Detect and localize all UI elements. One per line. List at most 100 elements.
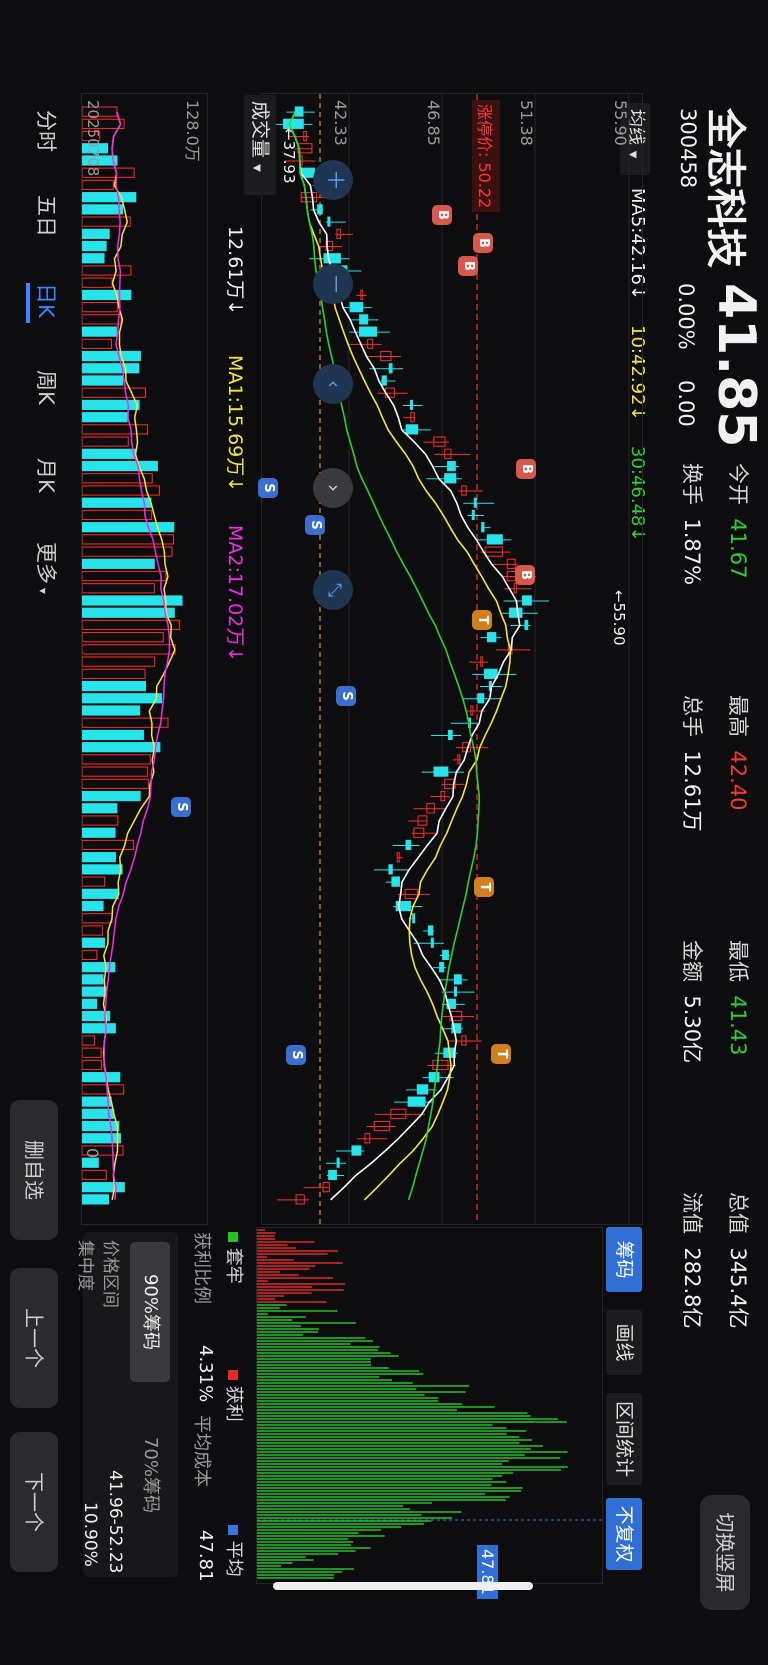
volume-bar xyxy=(82,1072,121,1083)
candle-body xyxy=(325,240,334,252)
candle-body xyxy=(322,1182,330,1193)
volume-bar xyxy=(82,1096,112,1107)
sell-marker: S xyxy=(305,515,325,535)
y-tick-51-38: 51.38 xyxy=(517,100,536,146)
volume-bar xyxy=(82,766,149,777)
volume-bar xyxy=(82,1035,96,1046)
tab-more[interactable]: 更多 ▾ xyxy=(34,542,58,594)
candle-body xyxy=(412,913,416,924)
candle-body xyxy=(367,338,374,349)
sell-marker: S xyxy=(258,478,278,498)
scroll-right-icon[interactable]: › xyxy=(313,468,353,508)
chip-tab-70[interactable]: 70%筹码 xyxy=(140,1436,161,1513)
tab-weekly-k[interactable]: 周K xyxy=(34,370,58,405)
candle-body xyxy=(509,607,523,618)
kline-chart-area[interactable] xyxy=(261,93,643,1225)
volume-ma1-line xyxy=(102,111,176,1201)
chip-distribution-area xyxy=(256,1227,603,1584)
limit-up-label: 涨停价: 50.22 xyxy=(472,100,500,213)
volume-chart-area[interactable] xyxy=(81,93,208,1225)
buy-marker: B xyxy=(473,233,493,253)
stock-price: 41.85 xyxy=(706,283,766,448)
tab-no-adjust[interactable]: 不复权 xyxy=(606,1498,642,1570)
tab-draw-line[interactable]: 画线 xyxy=(606,1310,642,1375)
volume-bar xyxy=(82,167,135,178)
switch-portrait-button[interactable]: 切换竖屏 xyxy=(700,1495,750,1610)
price-range-label: 价格区间 xyxy=(100,1240,120,1308)
volume-bar xyxy=(82,1084,125,1095)
candle-body xyxy=(317,204,323,215)
volume-bar xyxy=(82,644,176,655)
candle-body xyxy=(477,693,485,704)
volume-bar xyxy=(82,350,141,362)
start-date-label: 20250708 xyxy=(84,100,102,177)
tab-chips[interactable]: 筹码 xyxy=(606,1227,642,1292)
y-tick-42-33: 42.33 xyxy=(331,100,350,146)
volume-bar xyxy=(82,204,124,215)
volume-bar xyxy=(82,803,118,814)
sell-marker: S xyxy=(286,1045,306,1065)
tab-monthly-k[interactable]: 月K xyxy=(34,458,58,493)
candle-body xyxy=(444,473,457,484)
chip-distribution-svg xyxy=(257,1229,602,1579)
scroll-left-icon[interactable]: ‹ xyxy=(313,364,353,404)
chip-tab-90[interactable]: 90%筹码 xyxy=(130,1242,170,1382)
volume-bar xyxy=(82,668,146,679)
volume-bar xyxy=(82,240,107,252)
volume-bar xyxy=(82,1023,116,1034)
candle-body xyxy=(487,632,497,643)
volume-bar xyxy=(82,228,110,239)
volume-bar xyxy=(82,876,106,887)
kline-chart-svg xyxy=(266,94,630,1224)
tab-five-day[interactable]: 五日 xyxy=(34,195,58,237)
candle-body xyxy=(391,876,400,887)
volume-bar xyxy=(82,1133,122,1144)
fullscreen-icon[interactable]: ⤡ xyxy=(313,570,353,610)
tab-intraday[interactable]: 分时 xyxy=(34,110,58,152)
volume-bar xyxy=(82,265,132,276)
volume-bar xyxy=(82,277,113,288)
volume-bar xyxy=(82,375,124,386)
remove-watchlist-button[interactable]: 删自选 xyxy=(10,1100,58,1240)
volume-chart-svg xyxy=(82,106,183,1205)
volume-bar xyxy=(82,448,137,459)
t-marker: T xyxy=(472,610,492,630)
buy-marker: B xyxy=(458,256,478,276)
tab-range-stats[interactable]: 区间统计 xyxy=(606,1393,642,1485)
volume-bar xyxy=(82,998,98,1009)
legend-average: 平均 xyxy=(222,1525,248,1577)
zoom-in-icon[interactable]: ＋ xyxy=(313,160,353,200)
candle-body xyxy=(407,1096,426,1107)
candle-body xyxy=(461,1035,467,1046)
candle-body xyxy=(297,143,313,154)
next-button[interactable]: 下一个 xyxy=(10,1432,58,1572)
stock-name: 全志科技 xyxy=(702,108,748,268)
stat-float-value: 流值 282.8亿 xyxy=(680,1192,704,1329)
volume-bar xyxy=(82,1145,124,1156)
legend-trapped-swatch xyxy=(228,1232,238,1242)
volume-bar xyxy=(82,742,161,753)
chevron-down-icon: ▾ xyxy=(36,584,50,594)
volume-bar xyxy=(82,155,118,166)
tab-daily-k[interactable]: 日K xyxy=(34,283,58,318)
volume-bar xyxy=(82,815,119,826)
volume-bar xyxy=(82,338,112,349)
legend-trapped: 套牢 xyxy=(222,1232,248,1284)
candle-body xyxy=(506,558,516,569)
candle-body xyxy=(295,1194,305,1205)
y-tick-55-90: 55.90 xyxy=(611,100,630,146)
zoom-out-icon[interactable]: － xyxy=(313,264,353,304)
candle-body xyxy=(522,595,532,606)
volume-bar xyxy=(82,106,118,117)
volume-bar xyxy=(82,460,158,472)
volume-selector[interactable]: 成交量 ▼ xyxy=(244,95,276,195)
volume-bar xyxy=(82,729,144,741)
volume-bar xyxy=(82,387,147,398)
volume-bar xyxy=(82,913,113,924)
volume-bar xyxy=(82,473,153,484)
previous-button[interactable]: 上一个 xyxy=(10,1268,58,1408)
volume-bar xyxy=(82,937,106,948)
volume-bar xyxy=(82,949,98,961)
volume-bar xyxy=(82,790,141,802)
